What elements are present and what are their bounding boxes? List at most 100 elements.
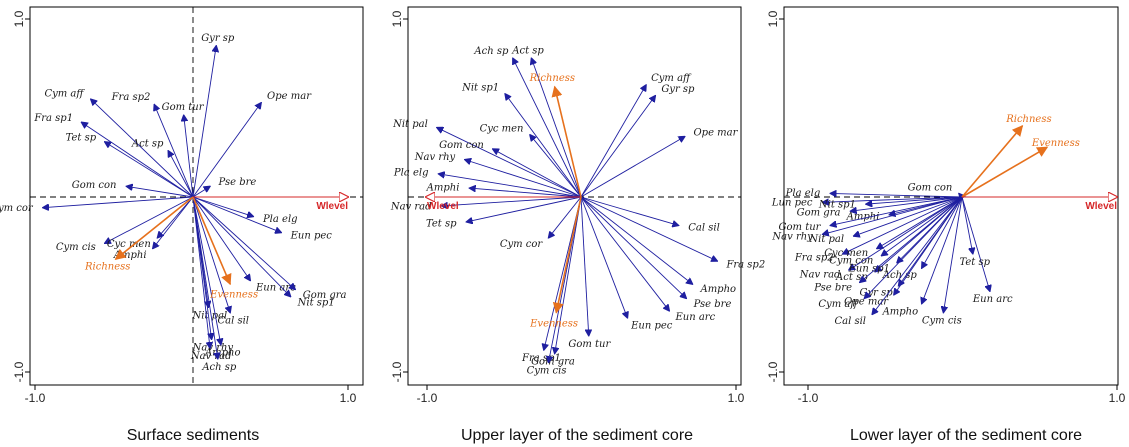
species-arrow xyxy=(192,186,210,198)
species-label: Ach sp xyxy=(473,46,509,57)
species-label: Nav rad xyxy=(190,351,232,362)
species-arrow xyxy=(531,58,582,198)
species-label: Act sp xyxy=(131,139,164,150)
species-label: Nit pal xyxy=(192,310,228,321)
diversity-arrow xyxy=(551,85,582,198)
species-arrow xyxy=(442,196,582,206)
species-arrow xyxy=(192,196,253,217)
species-arrow xyxy=(466,196,582,222)
species-arrow xyxy=(91,99,194,198)
x-tick-label: 1.0 xyxy=(1109,391,1126,405)
species-label: Cal sil xyxy=(834,316,866,327)
y-tick-label: -1.0 xyxy=(390,361,404,382)
species-label: Cyc men xyxy=(480,124,524,135)
species-arrow xyxy=(192,196,250,281)
species-arrow xyxy=(849,196,963,270)
species-arrow xyxy=(438,174,582,198)
species-label: Gom gra xyxy=(303,290,347,301)
species-label: Gom tur xyxy=(568,339,611,350)
species-label: Pse bre xyxy=(693,299,732,310)
species-arrow xyxy=(961,196,990,291)
species-label: Cym cor xyxy=(500,239,544,250)
species-arrow xyxy=(823,196,963,234)
wlevel-label: Wlevel xyxy=(1085,201,1117,212)
diversity-arrow xyxy=(552,196,582,314)
diversity-label: Evenness xyxy=(529,318,578,329)
species-arrow xyxy=(530,135,582,198)
species-arrow xyxy=(505,94,582,198)
x-tick-label: -1.0 xyxy=(417,391,438,405)
species-label: Nit sp1 xyxy=(461,82,499,93)
species-arrow xyxy=(192,103,261,198)
species-arrow xyxy=(465,160,582,198)
species-label: Cal sil xyxy=(688,223,720,234)
species-label: Pla elg xyxy=(393,168,429,179)
species-arrow xyxy=(922,196,963,304)
species-arrow xyxy=(830,196,963,225)
species-arrow xyxy=(126,186,194,198)
species-label: Tet sp xyxy=(959,257,990,268)
species-label: Pse bre xyxy=(813,283,852,294)
species-label: Nav rhy xyxy=(771,231,813,242)
wlevel-label: Wlevel xyxy=(427,201,459,212)
species-label: Amphi xyxy=(426,182,460,193)
species-label: Ach sp xyxy=(201,362,237,373)
species-arrow xyxy=(168,151,194,198)
species-label: Pla elg xyxy=(262,214,298,225)
species-arrow xyxy=(877,196,963,249)
y-tick-label: -1.0 xyxy=(766,361,780,382)
species-label: Gyr sp xyxy=(201,33,235,44)
species-arrow xyxy=(555,196,582,354)
x-tick-label: -1.0 xyxy=(798,391,819,405)
species-arrow xyxy=(894,196,963,295)
species-arrow xyxy=(961,196,973,254)
species-arrow xyxy=(105,196,194,243)
x-tick-label: 1.0 xyxy=(340,391,357,405)
species-arrow xyxy=(580,196,717,261)
species-label: Amphi xyxy=(113,250,147,261)
species-label: Ope mar xyxy=(844,296,889,307)
species-arrow xyxy=(864,196,963,298)
species-label: Eun arc xyxy=(255,282,296,293)
species-arrow xyxy=(493,149,582,198)
species-arrow xyxy=(192,196,210,348)
species-label: Ope mar xyxy=(693,127,738,138)
species-arrow xyxy=(580,196,686,298)
biplot-panel-1: -1.0 1.0 -1.0 1.0 Gyr sp Ope mar Cym aff Fra sp… xyxy=(0,6,364,444)
species-label: Cym aff xyxy=(818,299,859,310)
species-label: Gom con xyxy=(908,182,953,193)
species-label: Gyr sp xyxy=(859,288,893,299)
species-arrow xyxy=(860,196,963,282)
species-arrow xyxy=(580,196,628,318)
species-label: Tet sp xyxy=(66,133,97,144)
wlevel-label: Wlevel xyxy=(316,201,348,212)
diversity-label: Evenness xyxy=(209,289,258,300)
y-tick-label: 1.0 xyxy=(12,10,26,27)
species-label: Fra sp1 xyxy=(521,353,561,364)
species-label: Act sp xyxy=(835,272,868,283)
y-tick-label: -1.0 xyxy=(12,361,26,382)
diversity-label: Richness xyxy=(529,73,575,84)
panel-caption: Lower layer of the sediment core xyxy=(850,427,1082,444)
species-arrow xyxy=(437,128,582,198)
species-arrow xyxy=(580,196,589,336)
species-label: Cym con xyxy=(829,255,873,266)
species-arrow xyxy=(872,196,963,314)
species-label: Gom tur xyxy=(779,222,822,233)
species-label: Ach sp xyxy=(882,270,918,281)
species-label: Amphi xyxy=(846,212,880,223)
species-arrow xyxy=(157,196,194,238)
species-label: Nav rad xyxy=(390,201,432,212)
species-arrow xyxy=(513,58,582,198)
diversity-label: Richness xyxy=(84,262,130,273)
species-label: Eun pec xyxy=(290,231,333,242)
panel-caption: Surface sediments xyxy=(127,427,260,444)
species-arrow xyxy=(866,196,963,204)
diversity-arrow xyxy=(961,146,1049,198)
species-label: Cym cor xyxy=(0,203,34,214)
species-arrow xyxy=(850,196,963,211)
species-label: Pla elg xyxy=(785,188,821,199)
